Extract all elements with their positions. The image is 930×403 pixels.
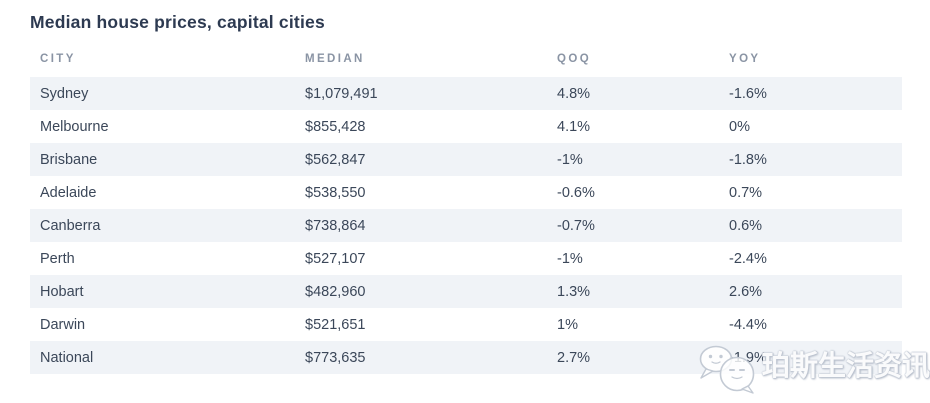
qoq-cell: -0.7% bbox=[547, 209, 719, 242]
city-cell: Perth bbox=[40, 250, 75, 267]
yoy-cell: -2.4% bbox=[729, 250, 767, 267]
city-cell: National bbox=[30, 341, 295, 374]
city-cell: Darwin bbox=[40, 316, 86, 333]
yoy-cell: -1.6% bbox=[719, 77, 902, 110]
qoq-cell: -0.6% bbox=[557, 184, 595, 201]
table-row: Melbourne $855,428 4.1% 0% bbox=[30, 110, 902, 143]
table-row: Adelaide $538,550 -0.6% 0.7% bbox=[30, 176, 902, 209]
city-cell: Hobart bbox=[30, 275, 295, 308]
qoq-cell: -1% bbox=[557, 250, 583, 267]
column-header-city: CITY bbox=[40, 53, 76, 65]
median-cell: $482,960 bbox=[295, 275, 547, 308]
median-cell: $527,107 bbox=[305, 250, 366, 267]
city-cell: Melbourne bbox=[40, 118, 109, 135]
table-row: Canberra $738,864 -0.7% 0.6% bbox=[30, 209, 902, 242]
table-row: Brisbane $562,847 -1% -1.8% bbox=[30, 143, 902, 176]
table-row: National $773,635 2.7% -1.9% bbox=[30, 341, 902, 374]
yoy-cell: 2.6% bbox=[719, 275, 902, 308]
city-cell: Canberra bbox=[30, 209, 295, 242]
yoy-cell: -1.8% bbox=[719, 143, 902, 176]
qoq-cell: 1% bbox=[557, 316, 578, 333]
yoy-cell: 0.7% bbox=[729, 184, 763, 201]
table-header: CITY MEDIAN QOQ YOY bbox=[30, 53, 902, 77]
qoq-cell: 4.1% bbox=[557, 118, 591, 135]
yoy-cell: 0.6% bbox=[719, 209, 902, 242]
table-row: Hobart $482,960 1.3% 2.6% bbox=[30, 275, 902, 308]
median-cell: $1,079,491 bbox=[295, 77, 547, 110]
median-house-prices-table: CITY MEDIAN QOQ YOY Sydney $1,079,491 4.… bbox=[30, 53, 902, 374]
qoq-cell: -1% bbox=[547, 143, 719, 176]
table-body: Sydney $1,079,491 4.8% -1.6% Melbourne $… bbox=[30, 77, 902, 374]
qoq-cell: 4.8% bbox=[547, 77, 719, 110]
median-cell: $538,550 bbox=[305, 184, 366, 201]
median-cell: $562,847 bbox=[295, 143, 547, 176]
column-header-median: MEDIAN bbox=[305, 53, 365, 65]
city-cell: Adelaide bbox=[40, 184, 97, 201]
content-area: Median house prices, capital cities CITY… bbox=[30, 12, 902, 374]
yoy-cell: -4.4% bbox=[729, 316, 767, 333]
page-title: Median house prices, capital cities bbox=[30, 12, 325, 32]
city-cell: Sydney bbox=[30, 77, 295, 110]
qoq-cell: 1.3% bbox=[547, 275, 719, 308]
column-header-yoy: YOY bbox=[729, 53, 761, 65]
median-cell: $773,635 bbox=[295, 341, 547, 374]
column-header-qoq: QOQ bbox=[557, 53, 592, 65]
median-cell: $855,428 bbox=[305, 118, 366, 135]
median-cell: $738,864 bbox=[295, 209, 547, 242]
yoy-cell: -1.9% bbox=[719, 341, 902, 374]
table-row: Perth $527,107 -1% -2.4% bbox=[30, 242, 902, 275]
table-row: Sydney $1,079,491 4.8% -1.6% bbox=[30, 77, 902, 110]
table-row: Darwin $521,651 1% -4.4% bbox=[30, 308, 902, 341]
table-header-row: CITY MEDIAN QOQ YOY bbox=[30, 53, 902, 77]
yoy-cell: 0% bbox=[729, 118, 750, 135]
median-cell: $521,651 bbox=[305, 316, 366, 333]
city-cell: Brisbane bbox=[30, 143, 295, 176]
qoq-cell: 2.7% bbox=[547, 341, 719, 374]
